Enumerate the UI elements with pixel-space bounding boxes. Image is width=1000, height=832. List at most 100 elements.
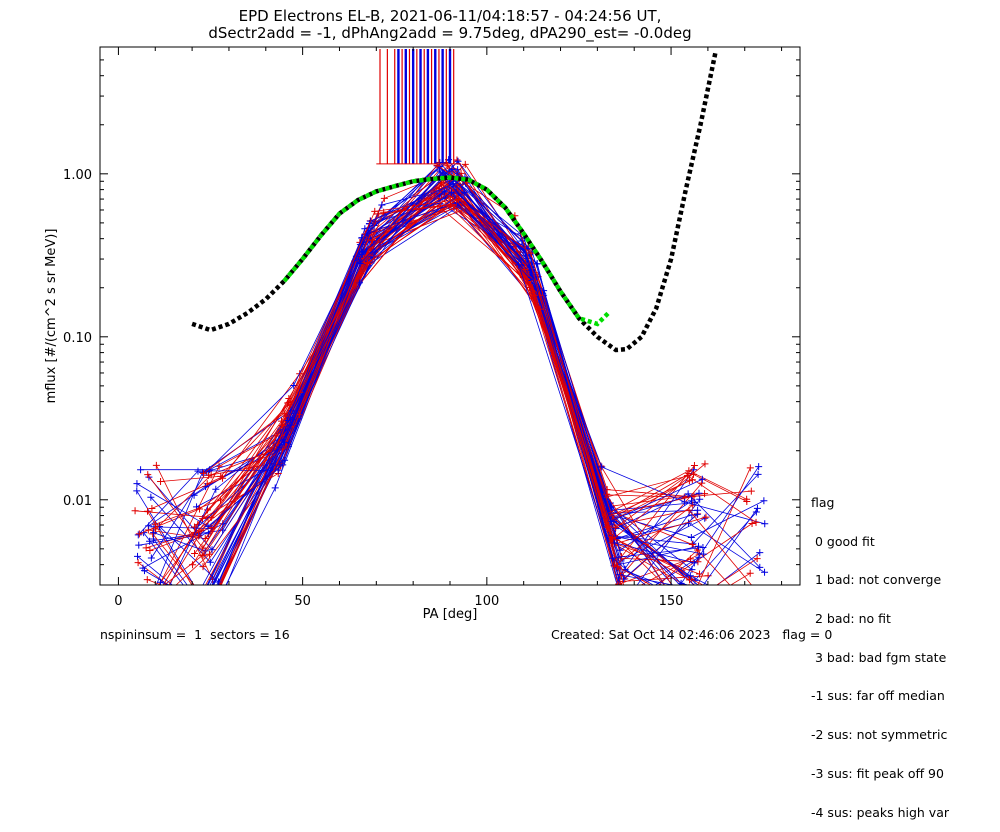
x-tick-label: 0 <box>114 594 122 609</box>
data-point <box>134 559 142 567</box>
data-point <box>685 506 693 514</box>
data-point <box>212 610 219 617</box>
x-tick-label: 100 <box>474 594 499 609</box>
data-point <box>190 523 198 531</box>
data-point <box>198 552 206 560</box>
data-point <box>187 610 194 617</box>
flag-legend: flag 0 good fit 1 bad: not converge 2 ba… <box>811 471 949 832</box>
data-point <box>704 599 711 606</box>
data-point <box>684 490 692 498</box>
data-point <box>287 421 295 429</box>
data-point <box>201 606 208 613</box>
data-point <box>136 601 143 608</box>
data-point <box>282 412 290 420</box>
data-point <box>680 610 687 617</box>
data-point <box>145 603 152 610</box>
data-point <box>190 610 197 617</box>
data-point <box>694 542 702 550</box>
data-point <box>754 470 762 478</box>
spectrum-line <box>149 205 700 585</box>
data-point <box>454 195 462 203</box>
data-point <box>133 487 141 495</box>
data-point <box>686 572 694 580</box>
data-point <box>137 466 145 474</box>
data-point <box>683 472 691 480</box>
data-point <box>461 160 469 168</box>
spectrum-line <box>163 198 690 585</box>
data-point <box>609 554 617 562</box>
data-point <box>202 610 209 617</box>
legend-item: 3 bad: bad fgm state <box>811 649 947 665</box>
plot-area <box>131 49 769 617</box>
data-point <box>134 552 142 560</box>
legend-item: -3 sus: fit peak off 90 <box>811 765 944 781</box>
data-point <box>279 461 287 469</box>
spectrum-line <box>153 193 621 585</box>
data-point <box>681 498 689 506</box>
data-point <box>196 505 204 513</box>
data-point <box>278 422 286 430</box>
data-point <box>199 563 207 571</box>
data-point <box>696 495 704 503</box>
data-point <box>199 544 207 552</box>
data-point <box>148 602 155 609</box>
spectrum-line <box>196 166 760 585</box>
chart-svg: 0 50 100 150 0.01 0.10 1.00 PA [deg] mflux [#/… <box>44 46 801 622</box>
data-point <box>153 593 160 600</box>
data-point <box>623 603 630 610</box>
data-point <box>698 475 706 483</box>
data-point <box>748 519 756 527</box>
data-point <box>363 260 371 268</box>
spectrum-line <box>138 186 704 555</box>
chart-title: EPD Electrons EL-B, 2021-06-11/04:18:57 … <box>238 7 662 25</box>
data-point <box>686 576 694 584</box>
data-point <box>515 261 523 269</box>
data-point <box>212 485 220 493</box>
data-point <box>206 558 214 566</box>
spectrum-line <box>208 194 765 573</box>
data-point <box>140 567 148 575</box>
data-point <box>696 607 703 614</box>
data-point <box>217 472 225 480</box>
y-tick-label: 0.10 <box>63 331 92 346</box>
spectrum-line <box>147 204 652 585</box>
data-point <box>375 210 383 218</box>
data-point <box>356 259 364 267</box>
x-tick-label: 150 <box>659 594 684 609</box>
data-point <box>204 610 211 617</box>
data-point <box>433 161 441 169</box>
data-point <box>208 603 215 610</box>
data-point <box>683 607 690 614</box>
data-point <box>271 484 279 492</box>
data-point <box>680 610 687 617</box>
data-point <box>760 497 768 505</box>
data-point <box>614 553 622 561</box>
data-point <box>761 520 769 528</box>
data-point <box>199 601 206 608</box>
data-point <box>688 511 696 519</box>
spectrum-line <box>209 170 765 585</box>
data-point <box>598 463 606 471</box>
data-point <box>690 492 698 500</box>
data-point <box>756 549 764 557</box>
data-point <box>687 575 695 583</box>
data-point <box>757 610 764 617</box>
data-point <box>753 555 761 563</box>
data-point <box>147 554 155 562</box>
data-point <box>696 570 704 578</box>
data-point <box>436 167 444 175</box>
y-tick-label: 1.00 <box>63 168 92 183</box>
data-point <box>702 604 709 611</box>
data-point <box>702 592 709 599</box>
spectrum-line <box>226 204 664 585</box>
data-point <box>203 608 210 615</box>
data-point <box>148 591 155 598</box>
data-point <box>688 497 696 505</box>
data-point <box>623 591 630 598</box>
data-point <box>757 610 764 617</box>
data-point <box>202 594 209 601</box>
data-point <box>203 610 210 617</box>
data-point <box>151 520 159 528</box>
spectrum-line <box>193 165 691 585</box>
spectrum-line <box>153 182 698 529</box>
